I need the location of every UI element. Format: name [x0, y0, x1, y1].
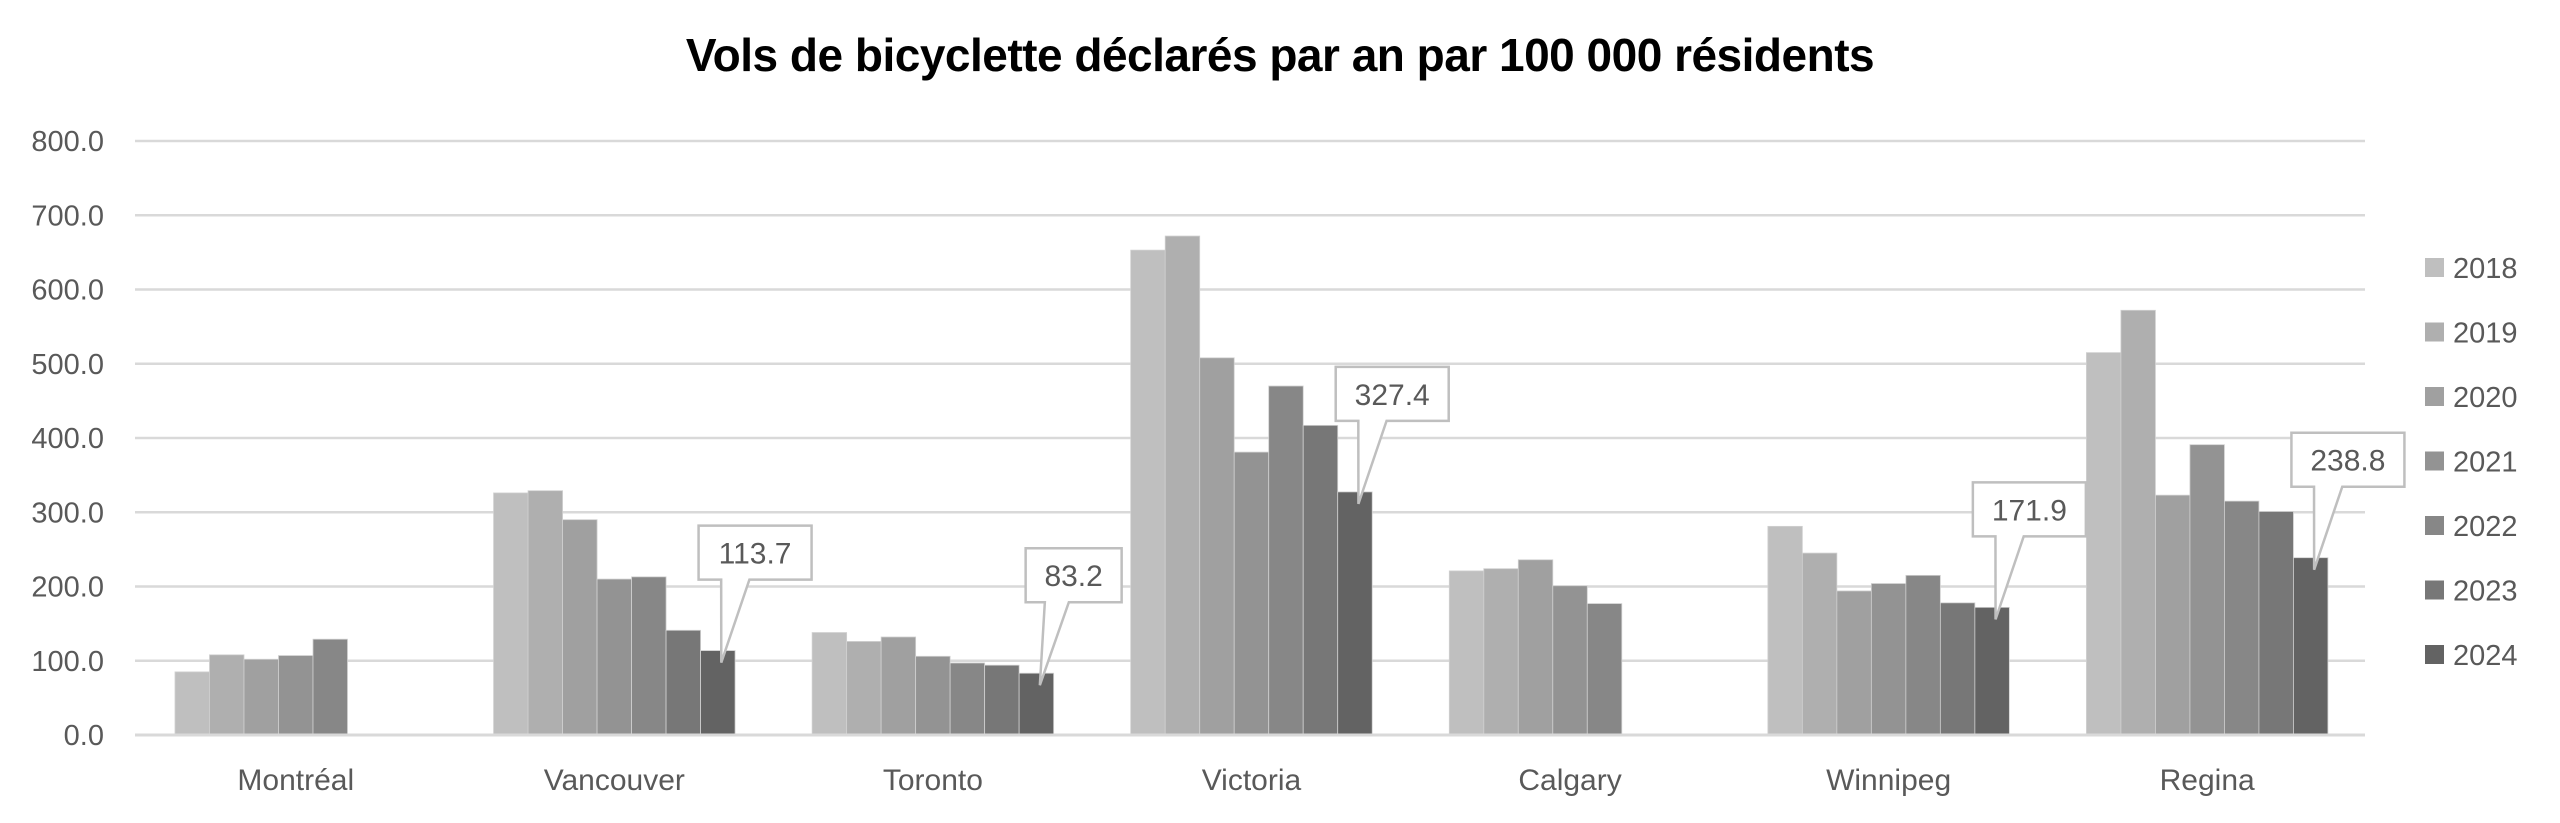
bar: [2258, 511, 2294, 736]
bar: [949, 662, 986, 736]
bar: [243, 658, 279, 736]
bar: [1552, 585, 1588, 736]
bar: [700, 650, 736, 736]
bar: [1586, 603, 1623, 736]
data-label: 83.2: [1044, 560, 1102, 593]
x-tick-label: Vancouver: [544, 764, 685, 797]
x-tick-label: Regina: [2160, 764, 2255, 797]
legend-swatch: [2425, 387, 2444, 406]
bar: [312, 638, 348, 736]
y-tick-label: 500.0: [31, 349, 104, 381]
bar: [1974, 606, 2010, 736]
legend-item: 2018: [2425, 253, 2518, 285]
callout-box: [1334, 365, 1450, 505]
data-label: 327.4: [1355, 379, 1430, 412]
legend-swatch: [2425, 258, 2444, 277]
bar: [1483, 568, 1519, 736]
bar: [1233, 451, 1270, 736]
bar: [1018, 672, 1055, 736]
bar: [2189, 444, 2225, 736]
callout-box: [1971, 481, 2088, 620]
legend-item: 2019: [2425, 318, 2518, 350]
bar: [984, 664, 1020, 736]
bar: [174, 671, 210, 736]
legend-label: 2023: [2453, 576, 2518, 608]
bar: [665, 629, 701, 736]
legend-item: 2023: [2425, 576, 2518, 608]
x-tick-label: Victoria: [1202, 764, 1302, 797]
y-tick-label: 200.0: [31, 572, 104, 604]
bar: [1939, 602, 1976, 736]
bar: [1164, 235, 1201, 736]
data-callouts: 113.7 83.2 327.4 171.9 238.8: [697, 365, 2406, 686]
legend-label: 2018: [2453, 253, 2518, 285]
bar: [278, 655, 314, 736]
bar: [1130, 249, 1166, 736]
bar: [562, 519, 598, 736]
x-tick-label: Calgary: [1518, 764, 1621, 797]
legend-swatch: [2425, 451, 2444, 471]
legend-label: 2019: [2453, 318, 2518, 350]
bar: [631, 576, 667, 736]
bar: [846, 641, 882, 736]
bar: [1517, 559, 1554, 736]
bar: [1268, 385, 1304, 736]
legend-item: 2022: [2425, 511, 2518, 543]
y-tick-label: 0.0: [64, 720, 104, 752]
legend-swatch: [2425, 580, 2444, 600]
x-tick-label: Toronto: [883, 764, 983, 797]
data-label: 171.9: [1992, 494, 2067, 527]
bar: [2120, 309, 2156, 736]
x-tick-label: Winnipeg: [1826, 764, 1951, 797]
legend-label: 2020: [2453, 382, 2518, 414]
bar: [1801, 552, 1838, 736]
legend-item: 2021: [2425, 447, 2518, 479]
bar: [1302, 424, 1339, 736]
legend-swatch: [2425, 322, 2444, 342]
legend-label: 2024: [2453, 640, 2518, 672]
callout-box: [1024, 546, 1123, 686]
legend: 2018 2019 2020 2021 2022 2023 2024: [2425, 253, 2518, 672]
bars: [174, 235, 2329, 736]
data-label: 238.8: [2310, 445, 2385, 478]
x-axis: Montréal Vancouver Toronto Victoria Calgary W…: [237, 764, 2255, 797]
y-tick-label: 400.0: [31, 423, 104, 455]
callout-box: [2290, 431, 2406, 571]
bar: [880, 636, 917, 736]
data-label: 113.7: [719, 538, 792, 571]
bar: [1199, 357, 1235, 736]
legend-item: 2024: [2425, 640, 2518, 672]
y-tick-label: 800.0: [31, 126, 104, 158]
bar: [1836, 590, 1872, 736]
bar: [2086, 352, 2122, 736]
legend-swatch: [2425, 516, 2444, 535]
bar: [915, 655, 951, 736]
legend-item: 2020: [2425, 382, 2518, 414]
bar: [596, 578, 632, 736]
y-tick-label: 700.0: [31, 200, 104, 232]
bar: [1337, 491, 1373, 736]
bar: [1905, 574, 1941, 736]
bar: [811, 632, 848, 736]
y-tick-label: 600.0: [31, 275, 104, 307]
bar: [2155, 494, 2191, 736]
y-axis: 0.0 100.0 200.0 300.0 400.0 500.0 600.0 700.0 80…: [31, 126, 104, 752]
y-tick-label: 100.0: [31, 646, 104, 678]
bar: [1870, 583, 1907, 736]
legend-label: 2021: [2453, 447, 2518, 479]
bar: [1448, 570, 1485, 736]
bar: [2293, 557, 2329, 736]
bar: [1767, 525, 1803, 736]
x-tick-label: Montréal: [237, 764, 354, 797]
y-tick-label: 300.0: [31, 497, 104, 529]
bar: [2224, 500, 2260, 736]
legend-label: 2022: [2453, 511, 2518, 543]
bar: [209, 654, 245, 736]
bar: [527, 490, 563, 736]
legend-swatch: [2425, 645, 2444, 664]
chart-title: Vols de bicyclette déclarés par an par 1…: [685, 29, 1875, 81]
callout-box: [697, 524, 813, 663]
bar: [493, 492, 529, 736]
